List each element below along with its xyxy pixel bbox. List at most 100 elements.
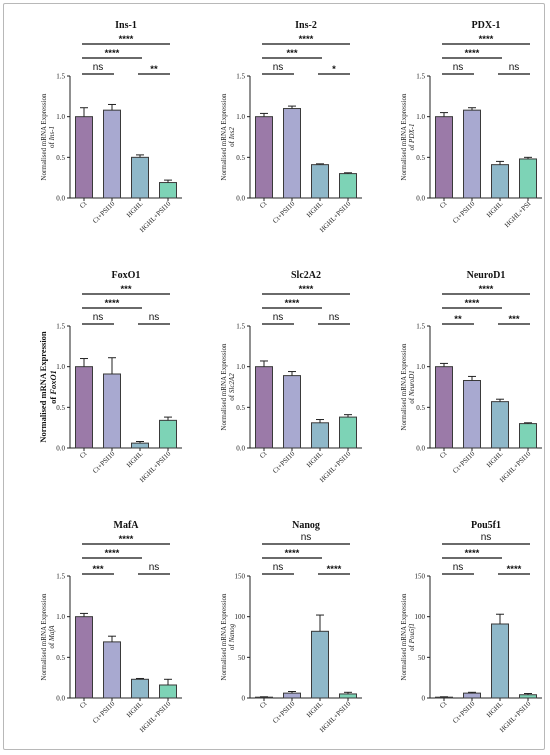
bar-1 <box>75 616 93 699</box>
bar-3 <box>131 442 149 449</box>
y-axis-label-prefix: of <box>48 641 56 649</box>
y-axis-label-line2: of FoxO1 <box>48 370 58 404</box>
y-tick-label: 0 <box>242 695 246 703</box>
x-tick-label: HGHL+PSI <box>503 199 533 229</box>
significance-label: ** <box>454 314 462 325</box>
y-tick-label: 150 <box>415 573 426 581</box>
y-axis-label-gene: Nanog <box>228 623 236 643</box>
bar-3 <box>491 401 509 449</box>
y-axis-label-prefix: of <box>48 140 56 148</box>
y-tick-label: 1.5 <box>56 323 65 331</box>
bar-4 <box>519 694 537 699</box>
y-axis-label-prefix: of <box>228 393 236 401</box>
y-tick-label: 0.0 <box>416 195 425 203</box>
x-tick-label: HGHL <box>125 700 144 719</box>
x-tick-label: Ct+PSI10 <box>451 199 477 225</box>
x-tick-label: Ct+PSI10 <box>451 449 477 475</box>
y-tick-label: 0.5 <box>56 404 65 412</box>
bar-2 <box>463 379 481 449</box>
significance-label: ns <box>509 62 520 73</box>
y-tick-label: 0.0 <box>56 695 65 703</box>
significance-label: **** <box>105 548 120 559</box>
y-axis-label-line1: Normalised mRNA Expression <box>220 343 228 431</box>
significance-label: ns <box>273 312 284 323</box>
bar-4 <box>159 182 177 199</box>
y-axis-label: Normalised mRNA Expressionof NeuroD1 <box>400 343 416 431</box>
y-tick-label: 1.5 <box>236 323 245 331</box>
y-tick-label: 1.0 <box>416 113 425 121</box>
bar-1 <box>435 696 453 699</box>
bar-4 <box>159 684 177 699</box>
chart-panel-6: NeuroD1 0.0 0.5 1.0 1.5 Normalised mRNA Expre… <box>400 270 542 484</box>
x-tick-label: HGHL <box>125 200 144 219</box>
chart-panel-1: Ins-1 0.0 0.5 1.0 1.5 Normalised mRNA Express… <box>40 20 182 234</box>
y-axis-label-gene: NeuroD1 <box>408 370 416 397</box>
significance-label: ns <box>329 312 340 323</box>
y-tick-label: 100 <box>235 613 246 621</box>
significance-label: **** <box>299 284 314 295</box>
chart-title: Pou5f1 <box>471 520 501 531</box>
y-axis-label-line2: of Ins2 <box>228 127 236 147</box>
y-axis-label-prefix: of <box>408 143 416 151</box>
significance-label: *** <box>120 284 131 295</box>
x-tick-label: HGHL <box>125 450 144 469</box>
significance-label: ns <box>453 562 464 573</box>
y-tick-label: 50 <box>238 654 246 662</box>
y-tick-label: 0.0 <box>56 195 65 203</box>
y-axis-label: Normalised mRNA Expressionof Pou5f1 <box>400 593 416 681</box>
y-tick-label: 0.0 <box>416 445 425 453</box>
x-tick-label: Ct <box>258 450 268 460</box>
significance-label: **** <box>105 48 120 59</box>
x-tick-label: Ct <box>258 700 268 710</box>
significance-label: *** <box>286 48 297 59</box>
y-axis-label-line2: of NeuroD1 <box>408 370 416 403</box>
bar-3 <box>131 156 149 199</box>
significance-label: ns <box>453 62 464 73</box>
significance-label: *** <box>92 564 103 575</box>
y-tick-label: 0.5 <box>416 154 425 162</box>
figure-frame <box>3 3 545 750</box>
y-tick-label: 0.0 <box>236 445 245 453</box>
x-tick-label: Ct <box>78 450 88 460</box>
x-tick-label: Ct <box>78 700 88 710</box>
y-axis-label-gene: Slc2A2 <box>228 373 236 393</box>
y-axis-label-gene: FoxO1 <box>48 370 58 396</box>
bar-2 <box>103 641 121 699</box>
y-axis-label-line2: of PDX-1 <box>408 123 416 150</box>
significance-label: **** <box>327 564 342 575</box>
y-tick-label: 1.0 <box>56 363 65 371</box>
significance-label: **** <box>299 34 314 45</box>
y-axis-label: Normalised mRNA Expressionof Ins-1 <box>40 93 56 181</box>
y-tick-label: 1.0 <box>56 113 65 121</box>
significance-label: **** <box>479 284 494 295</box>
y-tick-label: 150 <box>235 573 246 581</box>
x-tick-label: HGHL <box>305 450 324 469</box>
y-axis-label: Normalised mRNA Expressionof MafA <box>40 593 56 681</box>
significance-label: **** <box>105 298 120 309</box>
bar-1 <box>255 696 273 699</box>
bar-3 <box>311 422 329 449</box>
bar-2 <box>103 373 121 449</box>
y-tick-label: 1.5 <box>416 323 425 331</box>
y-tick-label: 0.5 <box>56 654 65 662</box>
y-axis-label-line1: Normalised mRNA Expression <box>400 343 408 431</box>
y-axis-label-gene: MafA <box>48 625 56 642</box>
y-tick-label: 0.5 <box>236 404 245 412</box>
y-tick-label: 1.0 <box>416 363 425 371</box>
y-axis-label-line2: of Nanog <box>228 623 236 650</box>
bar-4 <box>519 158 537 199</box>
chart-title: PDX-1 <box>472 20 501 31</box>
chart-title: Ins-2 <box>295 20 317 31</box>
bar-1 <box>435 366 453 449</box>
bar-4 <box>519 423 537 449</box>
bar-1 <box>255 366 273 449</box>
y-tick-label: 1.5 <box>56 573 65 581</box>
y-tick-label: 0.0 <box>56 445 65 453</box>
y-axis-label: Normalised mRNA Expressionof FoxO1 <box>38 331 58 443</box>
x-tick-label: Ct+PSI10 <box>271 699 297 725</box>
significance-label: ns <box>149 562 160 573</box>
y-axis-label-line1: Normalised mRNA Expression <box>220 93 228 181</box>
x-tick-label: HGHL <box>485 450 504 469</box>
significance-label: ns <box>93 62 104 73</box>
